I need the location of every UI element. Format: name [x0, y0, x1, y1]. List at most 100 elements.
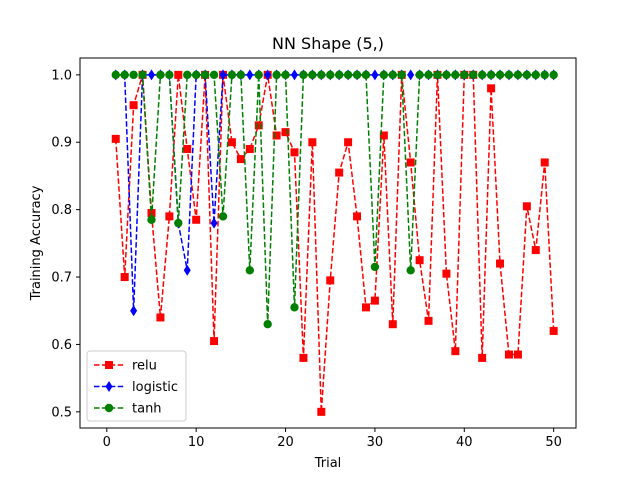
x-axis-label: Trial — [314, 456, 342, 471]
data-point-relu — [326, 276, 335, 285]
data-point-tanh — [147, 215, 156, 224]
axes: 0 10 20 30 40 50 0.5 0.6 0.7 0.8 0.9 1.0 — [51, 68, 562, 450]
data-point-logistic — [130, 305, 138, 317]
data-point-tanh — [352, 70, 362, 80]
legend-label-logistic: logistic — [132, 380, 178, 395]
data-point-relu — [370, 296, 379, 305]
data-point-relu — [504, 350, 513, 359]
data-point-tanh — [200, 70, 210, 80]
data-point-tanh — [433, 70, 442, 80]
data-point-tanh — [138, 70, 147, 80]
data-point-tanh — [111, 70, 120, 80]
y-tick-label: 0.7 — [51, 271, 72, 286]
y-axis-label: Training Accuracy — [29, 185, 44, 301]
legend-item-relu: relu — [94, 359, 157, 374]
data-point-tanh — [299, 70, 308, 80]
data-point-tanh — [254, 70, 263, 80]
legend-marker-tanh — [104, 403, 114, 413]
data-point-tanh — [397, 70, 406, 80]
data-point-logistic — [246, 69, 254, 81]
data-point-logistic — [264, 69, 272, 81]
data-point-logistic — [147, 69, 155, 81]
data-point-tanh — [191, 70, 201, 80]
data-point-relu — [531, 246, 540, 255]
data-point-relu — [281, 128, 290, 137]
data-point-tanh — [451, 70, 460, 80]
data-point-relu — [245, 144, 254, 153]
data-point-tanh — [379, 70, 389, 80]
legend-item-logistic: logistic — [94, 380, 178, 395]
x-tick-label: 50 — [545, 435, 562, 450]
data-point-tanh — [272, 70, 281, 80]
y-tick-label: 0.5 — [51, 405, 72, 420]
data-point-tanh — [281, 70, 290, 80]
data-point-tanh — [120, 70, 129, 80]
legend-marker-relu — [105, 361, 113, 369]
data-point-relu — [487, 84, 496, 93]
data-point-relu — [496, 259, 505, 268]
data-point-relu — [513, 350, 522, 359]
data-point-relu — [317, 407, 326, 416]
data-point-tanh — [308, 70, 317, 80]
data-point-tanh — [424, 70, 433, 80]
x-tick-label: 40 — [456, 435, 473, 450]
data-point-tanh — [326, 70, 335, 80]
data-point-logistic — [183, 264, 191, 276]
data-point-tanh — [209, 70, 219, 80]
data-point-tanh — [415, 70, 424, 80]
data-point-relu — [415, 256, 424, 265]
data-point-tanh — [522, 70, 532, 80]
data-point-tanh — [495, 70, 505, 80]
y-tick-label: 0.6 — [51, 338, 72, 353]
data-point-logistic — [371, 69, 379, 81]
legend-marker-logistic — [105, 381, 113, 392]
legend-item-tanh: tanh — [94, 402, 162, 417]
series-line-relu — [115, 74, 555, 412]
data-point-tanh — [236, 70, 246, 80]
data-point-relu — [335, 168, 344, 177]
data-point-relu — [227, 138, 236, 147]
plot-frame — [79, 57, 577, 429]
data-point-relu — [451, 347, 460, 356]
x-tick-label: 0 — [103, 435, 111, 450]
data-point-tanh — [460, 70, 469, 80]
legend-label-tanh: tanh — [132, 402, 162, 417]
x-tick-label: 20 — [277, 435, 294, 450]
data-point-relu — [308, 138, 317, 147]
legend: relu logistic tanh — [86, 350, 187, 422]
data-point-relu — [299, 353, 308, 362]
data-point-tanh — [469, 70, 478, 80]
y-tick-label: 0.8 — [51, 203, 72, 218]
data-point-tanh — [290, 303, 299, 312]
data-point-logistic — [210, 217, 218, 229]
data-point-tanh — [504, 70, 514, 80]
data-point-tanh — [174, 218, 183, 228]
x-tick-label: 30 — [367, 435, 384, 450]
data-point-relu — [174, 70, 183, 79]
data-point-tanh — [156, 70, 165, 80]
data-point-tanh — [540, 70, 549, 80]
data-point-tanh — [531, 70, 540, 80]
data-point-relu — [111, 134, 120, 143]
data-point-relu — [478, 353, 487, 362]
data-point-relu — [549, 326, 558, 335]
data-point-relu — [254, 121, 263, 130]
data-point-tanh — [263, 320, 272, 329]
data-point-tanh — [218, 212, 228, 221]
data-point-relu — [361, 303, 370, 312]
data-point-tanh — [513, 70, 523, 80]
data-point-relu — [192, 215, 201, 224]
data-point-relu — [236, 155, 245, 164]
x-tick-label: 10 — [188, 435, 205, 450]
data-point-tanh — [165, 70, 174, 80]
data-point-relu — [379, 131, 388, 140]
data-point-relu — [388, 320, 397, 329]
data-point-tanh — [227, 70, 237, 80]
data-point-tanh — [361, 70, 371, 80]
data-point-logistic — [219, 69, 227, 81]
data-point-relu — [424, 316, 433, 325]
data-point-tanh — [129, 70, 138, 80]
data-point-tanh — [486, 70, 496, 80]
legend-label-relu: relu — [132, 359, 157, 374]
y-tick-label: 0.9 — [51, 136, 72, 151]
